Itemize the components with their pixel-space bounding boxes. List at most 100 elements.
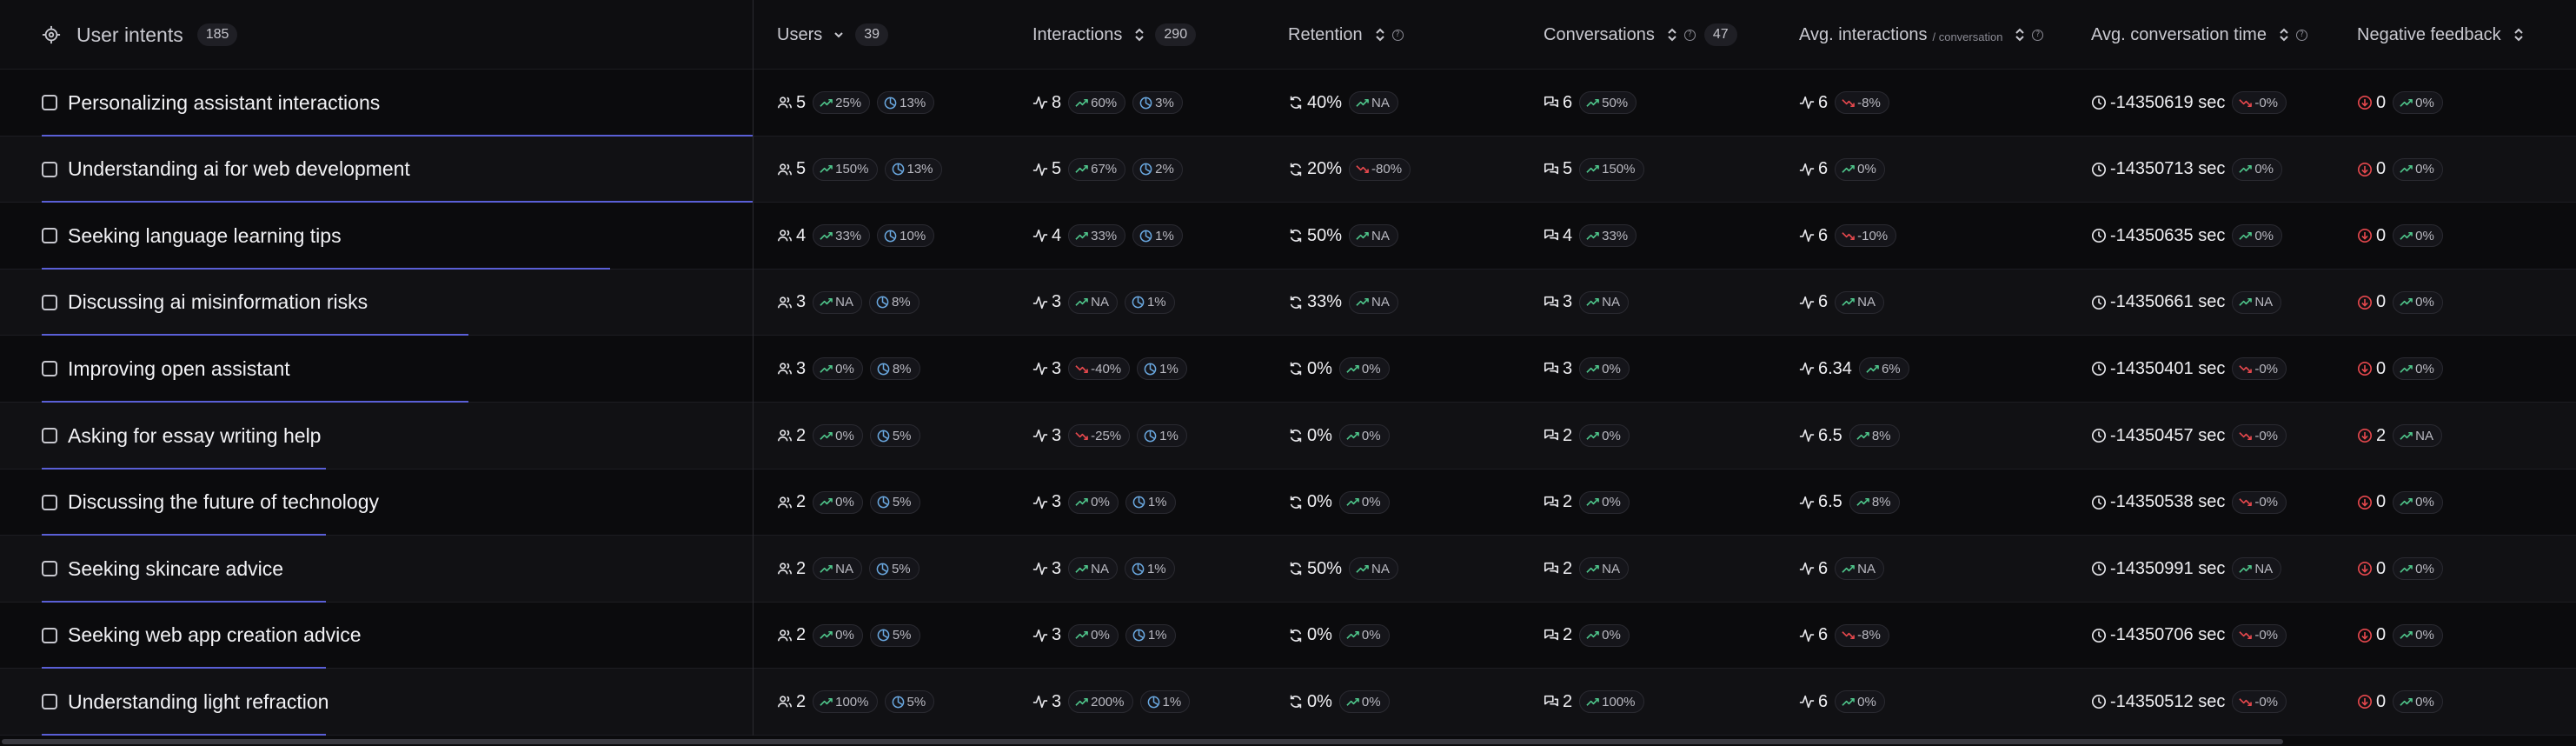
- intent-name[interactable]: Discussing ai misinformation risks: [68, 290, 368, 314]
- badge-value: 25%: [835, 95, 862, 110]
- arrow-down-circle-icon: [2357, 428, 2373, 443]
- activity-icon: [1799, 230, 1815, 243]
- header-interactions[interactable]: Interactions 290: [1032, 0, 1197, 70]
- badge-value: 1%: [1159, 428, 1178, 443]
- badge-value: -0%: [2254, 428, 2279, 443]
- intent-name[interactable]: Asking for essay writing help: [68, 423, 322, 447]
- trend-badge: -0%: [2232, 91, 2287, 114]
- badge-value: 0%: [2254, 162, 2274, 177]
- row-checkbox[interactable]: [42, 694, 57, 710]
- row-checkbox[interactable]: [42, 161, 57, 177]
- intent-cell[interactable]: Seeking web app creation advice: [42, 603, 362, 669]
- table-row[interactable]: Seeking language learning tips 4 33% 10% 4 33…: [0, 203, 2576, 270]
- table-row[interactable]: Understanding light refraction 2 100% 5% 3 20…: [0, 669, 2576, 736]
- trend-up-icon: [1075, 165, 1088, 173]
- trend-up-icon: [1346, 431, 1359, 440]
- trend-up-icon: [2400, 564, 2413, 573]
- badge-value: -0%: [2254, 495, 2279, 510]
- table-row[interactable]: Seeking web app creation advice 2 0% 5% 3 0% 1…: [0, 603, 2576, 669]
- share-badge: 13%: [884, 157, 942, 181]
- table-row[interactable]: Understanding ai for web development 5 150…: [0, 136, 2576, 203]
- badge-value: 8%: [1871, 495, 1891, 510]
- arrow-down-circle-icon: [2357, 695, 2373, 709]
- trend-up-icon: [1356, 98, 1369, 107]
- trend-badge: 0%: [813, 623, 863, 647]
- intent-cell[interactable]: Understanding light refraction: [42, 669, 329, 735]
- users-icon: [777, 563, 793, 575]
- header-avg-conversation-time[interactable]: Avg. conversation time ?: [2091, 0, 2307, 70]
- row-checkbox[interactable]: [42, 228, 57, 244]
- help-icon[interactable]: ?: [2295, 29, 2307, 41]
- intent-cell[interactable]: Personalizing assistant interactions: [42, 70, 380, 136]
- row-checkbox[interactable]: [42, 627, 57, 643]
- negative-feedback-cell: 0 0%: [2357, 470, 2450, 536]
- table-row[interactable]: Discussing the future of technology 2 0% 5%…: [0, 470, 2576, 536]
- intent-cell[interactable]: Asking for essay writing help: [42, 403, 321, 469]
- trend-badge: -0%: [2232, 490, 2287, 514]
- intent-cell[interactable]: Understanding ai for web development: [42, 137, 410, 203]
- clock-icon: [2091, 628, 2107, 643]
- header-users[interactable]: Users 39: [777, 0, 889, 70]
- retention-value: 50%: [1307, 225, 1343, 245]
- table-row[interactable]: Personalizing assistant interactions 5 25%…: [0, 70, 2576, 137]
- help-icon[interactable]: ?: [1391, 29, 1404, 41]
- refresh-icon: [1290, 696, 1302, 709]
- intent-name[interactable]: Seeking language learning tips: [68, 223, 342, 247]
- users-value: 2: [796, 425, 807, 445]
- badge-value: 50%: [1602, 95, 1629, 110]
- interactions-cell: 8 60% 3%: [1032, 70, 1190, 136]
- intent-name[interactable]: Understanding ai for web development: [68, 157, 410, 181]
- intent-name[interactable]: Seeking web app creation advice: [68, 623, 362, 647]
- badge-value: NA: [1091, 561, 1109, 576]
- avg-time-value: -14350538 sec: [2110, 492, 2226, 512]
- badge-value: 0%: [1857, 162, 1876, 177]
- trend-up-icon: [1346, 498, 1359, 506]
- intent-name[interactable]: Improving open assistant: [68, 356, 290, 380]
- chat-icon: [1544, 163, 1559, 174]
- intent-name[interactable]: Understanding light refraction: [68, 689, 329, 713]
- intent-name[interactable]: Seeking skincare advice: [68, 556, 284, 580]
- table-row[interactable]: Improving open assistant 3 0% 8% 3 -40% 1% 0% 0%…: [0, 336, 2576, 403]
- pie-chart-icon: [876, 563, 889, 576]
- header-negative-feedback[interactable]: Negative feedback: [2357, 0, 2524, 70]
- intent-cell[interactable]: Discussing ai misinformation risks: [42, 270, 368, 336]
- badge-value: 1%: [1147, 628, 1167, 643]
- row-checkbox[interactable]: [42, 428, 57, 443]
- help-icon[interactable]: ?: [2032, 29, 2044, 41]
- conversations-cell: 4 33%: [1544, 203, 1643, 269]
- intent-cell[interactable]: Improving open assistant: [42, 336, 290, 402]
- table-row[interactable]: Asking for essay writing help 2 0% 5% 3 -25% 1…: [0, 403, 2576, 470]
- row-checkbox[interactable]: [42, 361, 57, 377]
- interactions-cell: 5 67% 2%: [1032, 137, 1190, 203]
- activity-icon: [1032, 296, 1048, 309]
- intent-name[interactable]: Personalizing assistant interactions: [68, 90, 381, 114]
- badge-value: 0%: [1602, 428, 1621, 443]
- trend-down-icon: [1075, 431, 1088, 440]
- scrollbar-thumb[interactable]: [2, 739, 2283, 744]
- negative-feedback-value: 0: [2376, 691, 2387, 711]
- horizontal-scrollbar[interactable]: [0, 738, 2576, 746]
- usage-bar: [42, 733, 327, 736]
- header-user-intents[interactable]: User intents 185: [42, 0, 238, 70]
- header-avg-interactions[interactable]: Avg. interactions / conversation ?: [1799, 0, 2044, 70]
- trend-up-icon: [1586, 564, 1599, 573]
- avg-interactions-cell: 6 -8%: [1799, 70, 1896, 136]
- intent-cell[interactable]: Seeking skincare advice: [42, 536, 283, 602]
- avg-interactions-cell: 6 NA: [1799, 536, 1891, 602]
- row-checkbox[interactable]: [42, 294, 57, 310]
- trend-badge: 8%: [1849, 424, 1900, 447]
- intent-cell[interactable]: Seeking language learning tips: [42, 203, 342, 269]
- row-checkbox[interactable]: [42, 561, 57, 577]
- header-retention[interactable]: Retention ?: [1288, 0, 1404, 70]
- trend-badge: 200%: [1068, 690, 1133, 714]
- intent-name[interactable]: Discussing the future of technology: [68, 490, 379, 514]
- trend-up-icon: [1075, 697, 1088, 706]
- table-row[interactable]: Discussing ai misinformation risks 3 NA 8% 3…: [0, 269, 2576, 336]
- table-row[interactable]: Seeking skincare advice 2 NA 5% 3 NA 1% 50% NA 2 N…: [0, 536, 2576, 603]
- intent-cell[interactable]: Discussing the future of technology: [42, 470, 379, 536]
- trend-badge: NA: [1068, 557, 1118, 581]
- header-conversations[interactable]: Conversations ? 47: [1544, 0, 1737, 70]
- help-icon[interactable]: ?: [1683, 29, 1696, 41]
- row-checkbox[interactable]: [42, 494, 57, 510]
- row-checkbox[interactable]: [42, 95, 57, 110]
